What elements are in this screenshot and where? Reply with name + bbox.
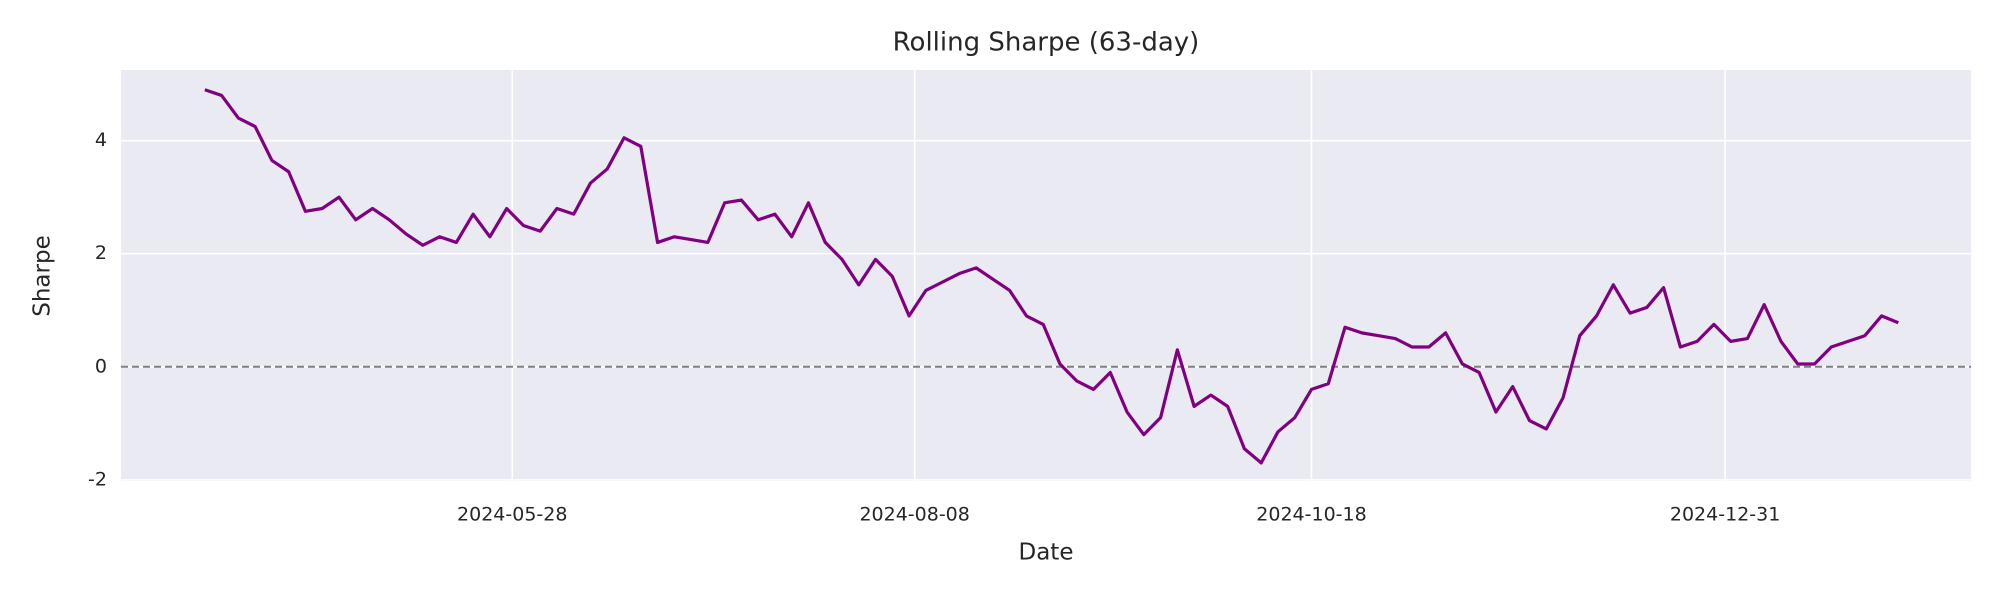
y-tick-label: 4 (95, 129, 107, 151)
x-tick-label: 2024-10-18 (1256, 504, 1366, 526)
y-tick-label: 0 (95, 355, 107, 377)
y-tick-label: 2 (95, 242, 107, 264)
x-tick-label: 2024-08-08 (859, 504, 969, 526)
x-tick-label: 2024-12-31 (1670, 504, 1780, 526)
chart-title: Rolling Sharpe (63-day) (893, 28, 1200, 58)
x-tick-label: 2024-05-28 (457, 504, 567, 526)
data-line (204, 88, 1899, 465)
y-axis-label: Sharpe (30, 235, 56, 316)
plot-area (121, 70, 1971, 481)
x-axis-label: Date (1019, 540, 1074, 566)
y-tick-label: -2 (88, 468, 107, 490)
